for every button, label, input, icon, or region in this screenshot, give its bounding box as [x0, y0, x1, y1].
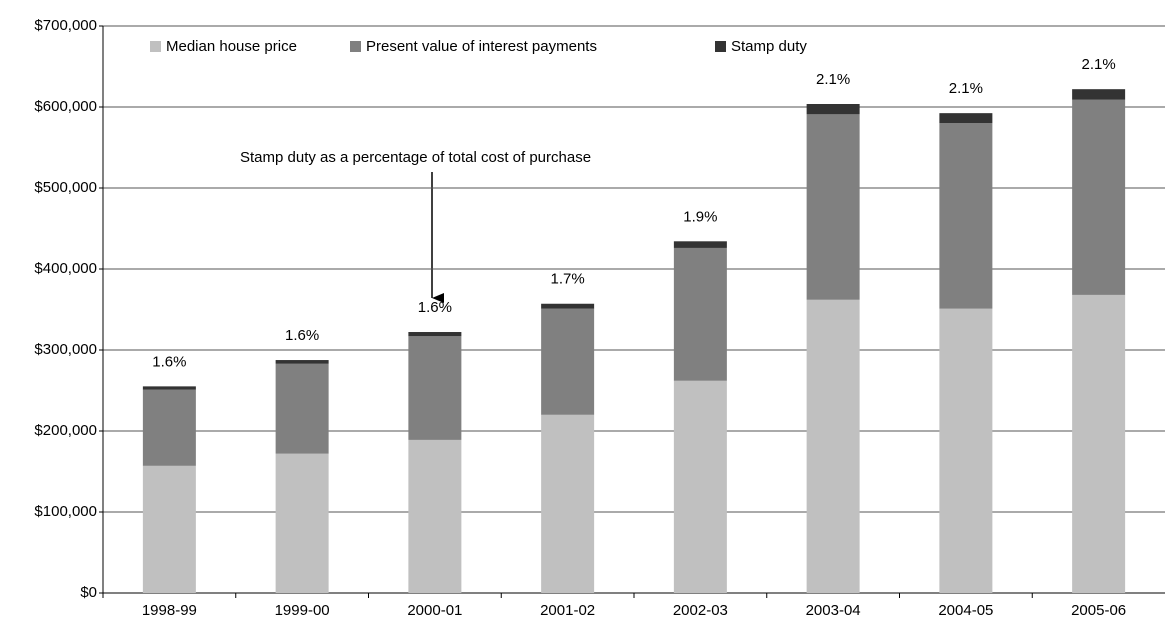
- bar-segment: [275, 453, 329, 593]
- x-tick-label: 2005-06: [1071, 602, 1126, 619]
- annotation: Stamp duty as a percentage of total cost…: [240, 149, 591, 166]
- legend-label: Present value of interest payments: [366, 38, 597, 55]
- percent-label: 1.7%: [551, 271, 585, 288]
- bar-segment: [275, 363, 329, 454]
- x-tick-label: 2002-03: [673, 602, 728, 619]
- legend-swatch: [715, 41, 726, 52]
- y-tick-label: $700,000: [34, 17, 97, 34]
- bar-segment: [673, 247, 727, 381]
- y-tick-label: $100,000: [34, 503, 97, 520]
- bar-segment: [541, 414, 595, 593]
- y-tick-label: $300,000: [34, 341, 97, 358]
- bar-segment: [806, 299, 860, 593]
- bar-segment: [939, 113, 993, 124]
- bar-segment: [806, 104, 860, 115]
- bar-segment: [541, 303, 595, 309]
- y-tick-label: $500,000: [34, 179, 97, 196]
- y-tick-label: $400,000: [34, 260, 97, 277]
- percent-label: 2.1%: [1082, 56, 1116, 73]
- x-tick-label: 1998-99: [142, 602, 197, 619]
- x-tick-label: 2004-05: [938, 602, 993, 619]
- y-tick-label: $200,000: [34, 422, 97, 439]
- legend-swatch: [350, 41, 361, 52]
- bar-segment: [939, 308, 993, 593]
- y-tick-label: $0: [80, 584, 97, 601]
- x-tick-label: 2003-04: [806, 602, 861, 619]
- bar-segment: [1072, 89, 1126, 100]
- bar-segment: [1072, 99, 1126, 295]
- percent-label: 1.6%: [152, 353, 186, 370]
- bar-segment: [142, 386, 196, 390]
- legend-swatch: [150, 41, 161, 52]
- percent-label: 1.6%: [418, 299, 452, 316]
- percent-label: 1.6%: [285, 327, 319, 344]
- bar-segment: [408, 332, 462, 337]
- bar-segment: [142, 389, 196, 466]
- bar-segment: [408, 336, 462, 440]
- bar-segment: [939, 123, 993, 309]
- percent-label: 2.1%: [949, 80, 983, 97]
- y-tick-label: $600,000: [34, 98, 97, 115]
- bar-segment: [408, 439, 462, 593]
- bar-segment: [806, 114, 860, 300]
- bar-segment: [275, 360, 329, 364]
- bar-segment: [1072, 294, 1126, 593]
- bar-segment: [673, 241, 727, 248]
- legend-label: Stamp duty: [731, 38, 807, 55]
- x-tick-label: 1999-00: [275, 602, 330, 619]
- percent-label: 1.9%: [683, 208, 717, 225]
- legend-label: Median house price: [166, 38, 297, 55]
- x-tick-label: 2000-01: [407, 602, 462, 619]
- percent-label: 2.1%: [816, 71, 850, 88]
- bar-segment: [541, 308, 595, 415]
- x-tick-label: 2001-02: [540, 602, 595, 619]
- bar-segment: [673, 380, 727, 593]
- bar-segment: [142, 465, 196, 593]
